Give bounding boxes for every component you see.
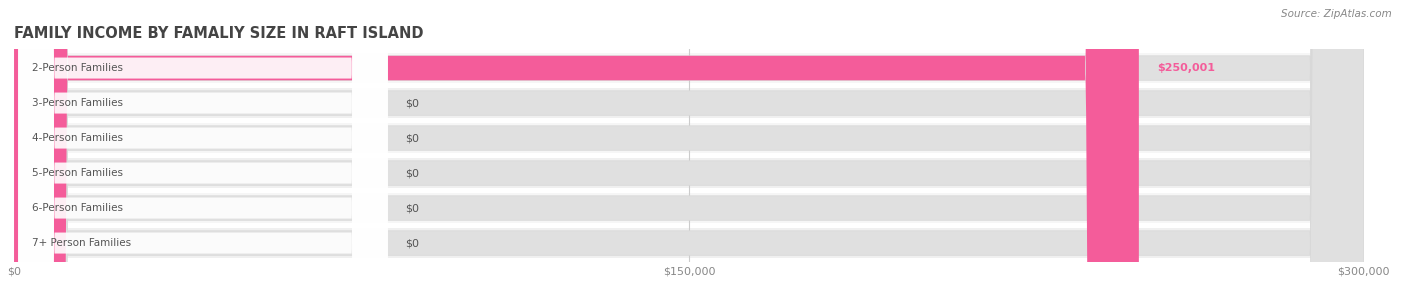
Text: 7+ Person Families: 7+ Person Families [32, 238, 131, 248]
FancyBboxPatch shape [18, 0, 388, 305]
FancyBboxPatch shape [18, 0, 388, 305]
FancyBboxPatch shape [14, 0, 1364, 305]
Text: 5-Person Families: 5-Person Families [32, 168, 124, 178]
Bar [14, 158, 1364, 188]
Bar [14, 88, 1364, 118]
Bar [14, 228, 1364, 258]
Text: 3-Person Families: 3-Person Families [32, 98, 124, 108]
Text: 2-Person Families: 2-Person Families [32, 63, 124, 73]
Bar [14, 193, 1364, 223]
FancyBboxPatch shape [14, 0, 1364, 305]
Text: FAMILY INCOME BY FAMALIY SIZE IN RAFT ISLAND: FAMILY INCOME BY FAMALIY SIZE IN RAFT IS… [14, 26, 423, 41]
FancyBboxPatch shape [18, 0, 388, 305]
Text: 4-Person Families: 4-Person Families [32, 133, 124, 143]
Text: Source: ZipAtlas.com: Source: ZipAtlas.com [1281, 9, 1392, 19]
Text: $0: $0 [405, 133, 419, 143]
FancyBboxPatch shape [14, 0, 1364, 305]
Text: 6-Person Families: 6-Person Families [32, 203, 124, 213]
Text: $0: $0 [405, 168, 419, 178]
Bar [14, 53, 1364, 83]
FancyBboxPatch shape [14, 0, 1364, 305]
Text: $0: $0 [405, 238, 419, 248]
Bar [14, 123, 1364, 153]
FancyBboxPatch shape [14, 0, 1139, 305]
FancyBboxPatch shape [18, 0, 388, 305]
FancyBboxPatch shape [14, 0, 1364, 305]
FancyBboxPatch shape [14, 0, 1364, 305]
FancyBboxPatch shape [18, 0, 388, 305]
Text: $0: $0 [405, 98, 419, 108]
Text: $0: $0 [405, 203, 419, 213]
Text: $250,001: $250,001 [1157, 63, 1215, 73]
FancyBboxPatch shape [18, 0, 388, 305]
